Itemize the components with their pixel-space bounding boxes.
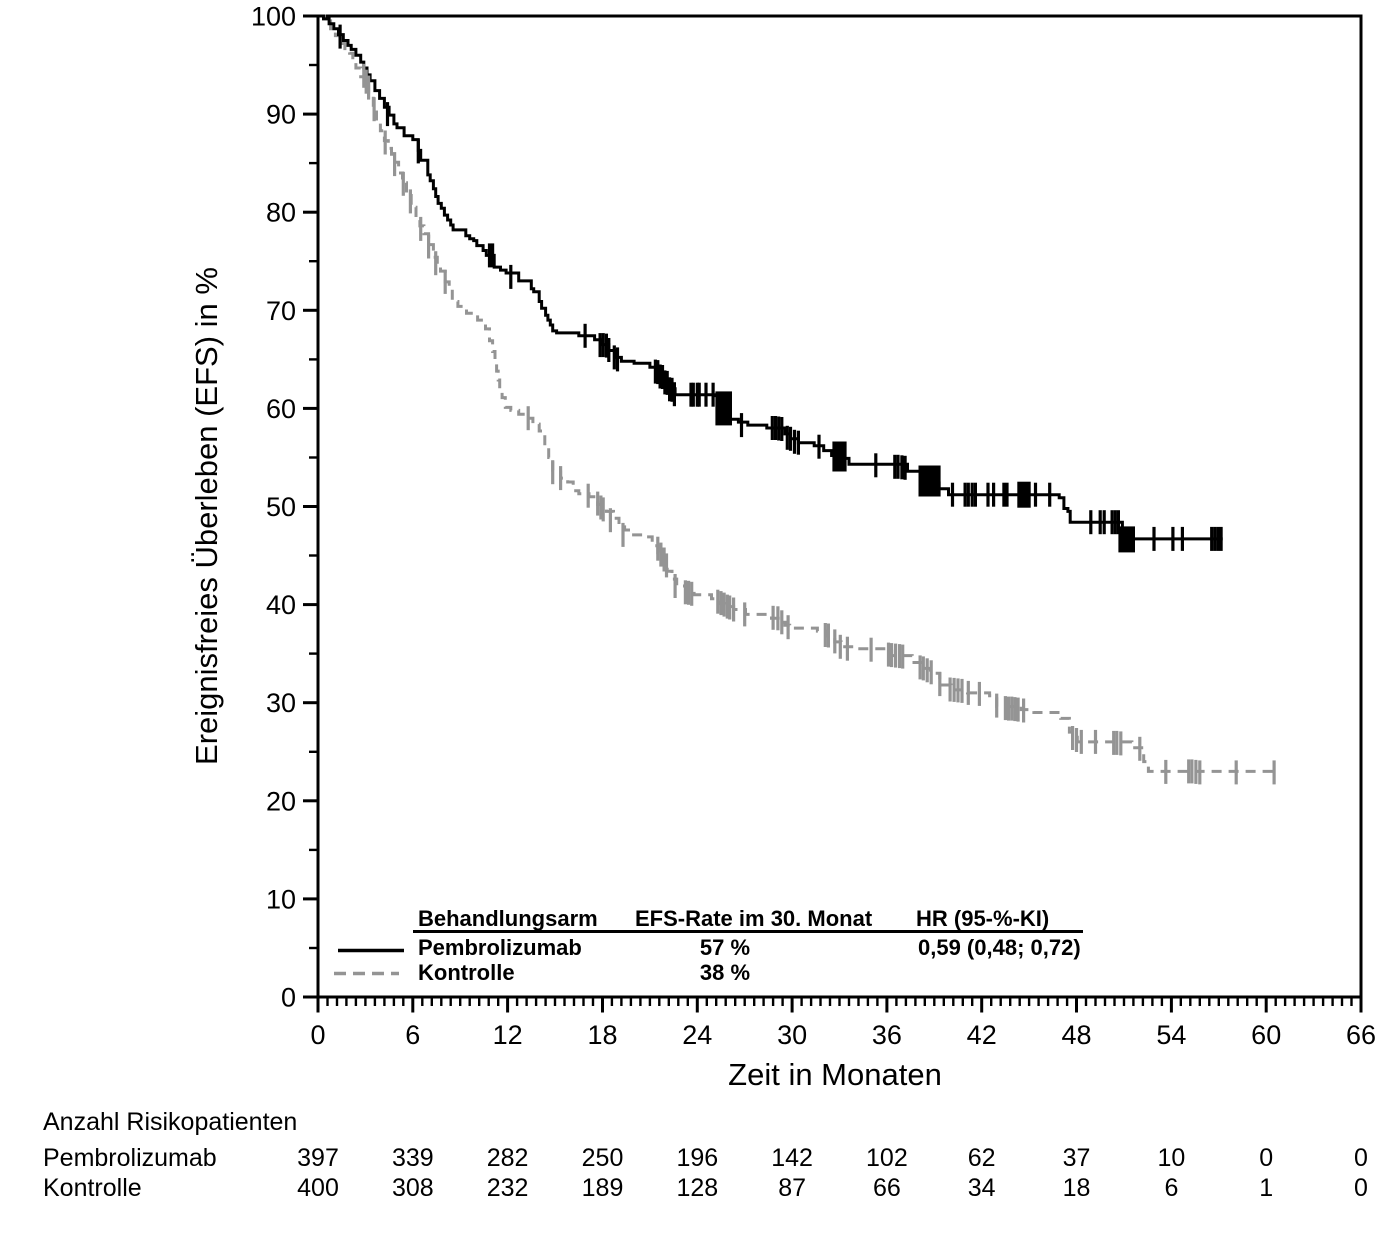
svg-text:Kontrolle: Kontrolle bbox=[418, 960, 515, 985]
svg-text:142: 142 bbox=[771, 1144, 813, 1172]
svg-text:12: 12 bbox=[493, 1020, 523, 1050]
svg-text:60: 60 bbox=[266, 394, 296, 424]
svg-text:48: 48 bbox=[1061, 1020, 1091, 1050]
svg-text:128: 128 bbox=[676, 1174, 718, 1202]
svg-text:308: 308 bbox=[392, 1174, 434, 1202]
svg-text:Kontrolle: Kontrolle bbox=[43, 1174, 142, 1202]
svg-text:60: 60 bbox=[1251, 1020, 1281, 1050]
svg-text:18: 18 bbox=[587, 1020, 617, 1050]
svg-text:66: 66 bbox=[873, 1174, 901, 1202]
svg-text:37: 37 bbox=[1063, 1144, 1091, 1172]
svg-text:34: 34 bbox=[968, 1174, 996, 1202]
svg-text:0: 0 bbox=[1354, 1174, 1368, 1202]
svg-text:Anzahl Risikopatienten: Anzahl Risikopatienten bbox=[43, 1108, 297, 1136]
svg-text:66: 66 bbox=[1346, 1020, 1375, 1050]
svg-text:20: 20 bbox=[266, 786, 296, 816]
svg-text:339: 339 bbox=[392, 1144, 434, 1172]
svg-text:HR (95-%-KI): HR (95-%-KI) bbox=[916, 906, 1049, 931]
svg-text:36: 36 bbox=[872, 1020, 902, 1050]
svg-text:250: 250 bbox=[582, 1144, 624, 1172]
svg-text:80: 80 bbox=[266, 198, 296, 228]
svg-text:10: 10 bbox=[266, 884, 296, 914]
svg-text:30: 30 bbox=[777, 1020, 807, 1050]
svg-text:6: 6 bbox=[1164, 1174, 1178, 1202]
svg-text:50: 50 bbox=[266, 492, 296, 522]
svg-text:189: 189 bbox=[582, 1174, 624, 1202]
svg-text:42: 42 bbox=[967, 1020, 997, 1050]
svg-text:282: 282 bbox=[487, 1144, 529, 1172]
svg-text:0: 0 bbox=[1259, 1144, 1273, 1172]
svg-text:0: 0 bbox=[1354, 1144, 1368, 1172]
svg-text:10: 10 bbox=[1157, 1144, 1185, 1172]
svg-text:102: 102 bbox=[866, 1144, 908, 1172]
svg-text:196: 196 bbox=[676, 1144, 718, 1172]
svg-text:62: 62 bbox=[968, 1144, 996, 1172]
svg-text:38 %: 38 % bbox=[700, 960, 750, 985]
svg-text:Ereignisfreies Überleben (EFS): Ereignisfreies Überleben (EFS) in % bbox=[189, 267, 224, 765]
svg-text:397: 397 bbox=[297, 1144, 339, 1172]
svg-text:232: 232 bbox=[487, 1174, 529, 1202]
svg-text:57 %: 57 % bbox=[700, 935, 750, 960]
svg-text:100: 100 bbox=[251, 2, 296, 32]
svg-text:Behandlungsarm: Behandlungsarm bbox=[418, 906, 598, 931]
svg-text:18: 18 bbox=[1063, 1174, 1091, 1202]
svg-text:EFS-Rate im 30. Monat: EFS-Rate im 30. Monat bbox=[635, 906, 873, 931]
svg-text:Pembrolizumab: Pembrolizumab bbox=[43, 1144, 217, 1172]
svg-text:40: 40 bbox=[266, 590, 296, 620]
svg-text:87: 87 bbox=[778, 1174, 806, 1202]
svg-text:70: 70 bbox=[266, 296, 296, 326]
svg-text:Pembrolizumab: Pembrolizumab bbox=[418, 935, 582, 960]
svg-text:1: 1 bbox=[1259, 1174, 1273, 1202]
svg-text:6: 6 bbox=[405, 1020, 420, 1050]
svg-text:Zeit in Monaten: Zeit in Monaten bbox=[728, 1057, 942, 1092]
svg-text:54: 54 bbox=[1156, 1020, 1186, 1050]
svg-text:30: 30 bbox=[266, 688, 296, 718]
svg-text:0: 0 bbox=[281, 983, 296, 1013]
svg-text:0,59 (0,48; 0,72): 0,59 (0,48; 0,72) bbox=[918, 935, 1081, 960]
svg-text:0: 0 bbox=[310, 1020, 325, 1050]
svg-text:400: 400 bbox=[297, 1174, 339, 1202]
svg-text:90: 90 bbox=[266, 100, 296, 130]
svg-text:24: 24 bbox=[682, 1020, 712, 1050]
